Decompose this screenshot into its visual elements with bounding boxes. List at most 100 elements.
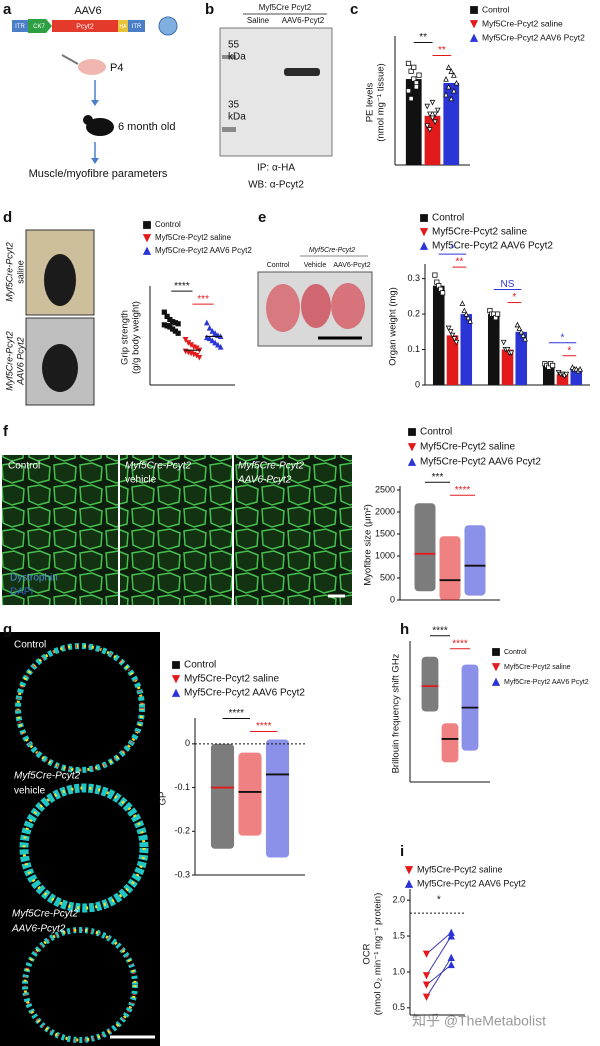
y-tick-label: 0 — [415, 379, 420, 389]
mouse — [42, 344, 78, 392]
data-point — [424, 103, 431, 110]
data-point — [405, 60, 412, 67]
legend-label: Control — [155, 220, 181, 229]
legend-label: Myf5Cre-Pcyt2 saline — [184, 674, 279, 685]
image-label: Myf5Cre-Pcyt2 — [4, 242, 14, 302]
y-tick-label: 0.1 — [407, 344, 420, 354]
data-point — [422, 981, 431, 989]
legend-marker — [172, 661, 180, 669]
data-point — [405, 88, 412, 94]
significance-label: * — [437, 895, 441, 906]
legend-label: Control — [184, 660, 216, 671]
significance-label: NS — [501, 279, 515, 290]
legend-marker — [142, 246, 152, 255]
image-label: Myf5Cre-Pcyt2 — [125, 461, 192, 472]
legend-marker — [171, 688, 181, 697]
genotype-label: Myf5Cre-Pcyt2 — [309, 247, 355, 254]
data-point — [447, 953, 455, 961]
data-point — [411, 64, 417, 70]
legend-marker — [407, 457, 417, 466]
data-cloud — [439, 536, 461, 600]
y-tick-label: 2500 — [375, 484, 395, 494]
significance-label: * — [567, 345, 571, 356]
data-point — [217, 343, 224, 350]
image-label: Control — [14, 640, 46, 651]
y-tick-label: 0 — [185, 738, 190, 748]
data-point — [212, 339, 218, 346]
data-point — [164, 313, 170, 319]
data-point — [448, 68, 455, 74]
legend-marker — [407, 443, 417, 452]
data-point — [411, 76, 417, 82]
y-axis-label: Grip strength — [120, 310, 131, 365]
significance-label: ** — [438, 45, 446, 56]
panel-letter: e — [258, 209, 266, 226]
data-cloud — [414, 503, 436, 592]
significance-label: **** — [455, 485, 471, 496]
timepoint-label: 6 month old — [118, 121, 175, 133]
data-point — [439, 290, 446, 296]
y-tick-label: 0.3 — [407, 273, 420, 283]
image-label: AAV6 Pcyt2 — [15, 337, 25, 386]
bar — [501, 349, 514, 385]
data-point — [175, 330, 181, 336]
y-tick-label: 1.5 — [392, 930, 405, 940]
legend-marker — [404, 879, 414, 888]
data-point — [422, 972, 431, 980]
y-axis-label: Organ weight (mg) — [388, 287, 399, 366]
construct-part: ITR — [132, 24, 142, 30]
y-tick-label: 2.0 — [392, 895, 405, 905]
data-point — [443, 91, 449, 98]
data-cloud — [265, 739, 290, 858]
data-point — [416, 72, 422, 78]
data-point — [429, 115, 436, 122]
legend-label: Myf5Cre-Pcyt2 saline — [504, 664, 571, 671]
legend-marker — [408, 428, 416, 436]
data-point — [429, 99, 436, 106]
panel-letter: h — [400, 621, 409, 638]
lane-label: AAV6-Pcyt2 — [333, 262, 370, 269]
image-label: Myf5Cre-Pcyt2 — [238, 461, 305, 472]
gp-images — [0, 632, 160, 1046]
legend-marker — [470, 6, 478, 14]
data-point — [432, 119, 438, 126]
legend-label: Control — [482, 4, 510, 14]
data-point — [463, 310, 470, 317]
construct — [12, 16, 178, 36]
data-point — [461, 307, 468, 314]
data-point — [182, 337, 189, 343]
significance-label: *** — [432, 472, 444, 483]
y-tick-label: 1500 — [375, 528, 395, 538]
significance-label: * — [451, 244, 455, 255]
data-cloud — [441, 723, 459, 763]
data-point — [408, 95, 414, 102]
lane-label: AAV6-Pcyt2 — [282, 16, 325, 25]
age-label: P4 — [110, 62, 123, 74]
image-label: AAV6-Pcyt2 — [11, 924, 66, 935]
micrographs — [2, 455, 352, 605]
data-point — [500, 339, 507, 346]
significance-label: **** — [432, 625, 448, 636]
legend-marker — [492, 648, 500, 656]
data-point — [424, 123, 431, 130]
image-label: Myf5Cre-Pcyt2 — [14, 771, 81, 782]
image-label: Myf5Cre-Pcyt2 — [12, 909, 79, 920]
data-point — [432, 111, 438, 118]
marker-unit: kDa — [228, 112, 246, 123]
data-point — [209, 328, 216, 334]
panel-letter: c — [350, 1, 358, 18]
bar — [432, 285, 445, 385]
data-point — [516, 325, 523, 331]
y-tick-label: -0.2 — [174, 826, 190, 836]
data-point — [518, 328, 525, 335]
significance-label: **** — [174, 281, 190, 292]
data-point — [467, 318, 473, 324]
data-point — [550, 362, 556, 369]
data-point — [203, 334, 210, 341]
image-label: Control — [8, 461, 40, 472]
significance-label: *** — [197, 294, 209, 305]
y-axis-label: (nmol mg⁻¹ tissue) — [376, 63, 387, 141]
mouse — [44, 254, 76, 306]
legend-label: Myf5Cre-Pcyt2 AAV6 Pcyt2 — [432, 241, 553, 252]
